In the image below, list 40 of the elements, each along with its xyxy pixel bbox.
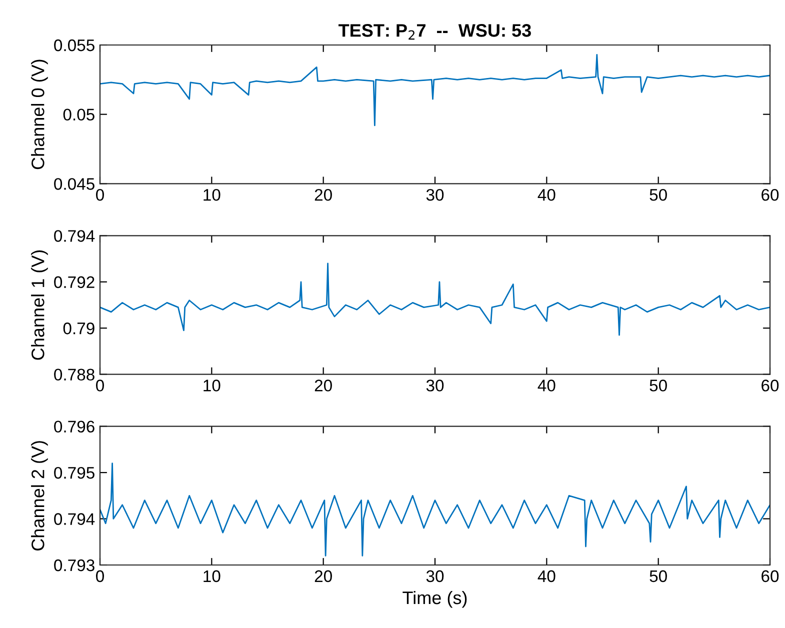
line-series [100,54,770,126]
y-tick-label: 0.055 [54,39,94,52]
x-tick-label: 30 [426,188,444,201]
x-tick-label: 40 [538,380,556,392]
x-tick-label: 60 [762,570,779,582]
x-tick-label: 30 [426,380,444,392]
chart-title: TEST: P$_{2}$7 -- WSU: 53 [338,24,531,40]
y-tick-label: 0.793 [54,559,94,572]
y-tick-label: 0.79 [63,322,94,334]
x-tick-label: 50 [650,188,667,201]
x-tick-label: 10 [204,570,220,582]
line-series [100,262,770,336]
x-tick-label: 30 [426,570,444,582]
y-tick-label: 0.794 [54,230,95,242]
y-tick-label: 0.792 [54,276,94,288]
x-tick-label: 10 [204,188,220,201]
y-tick-label: 0.05 [63,108,94,121]
y-tick-label: 0.788 [54,368,94,381]
x-tick-label: 20 [314,380,332,392]
y-tick-label: 0.796 [54,420,94,433]
x-tick-label: 50 [650,570,667,582]
x-tick-label: 50 [650,380,667,392]
x-tick-label: 20 [314,570,332,582]
y-tick-label: 0.794 [54,513,95,525]
y-tick-label: 0.045 [54,178,94,190]
x-tick-label: 40 [538,188,556,201]
line-series [100,462,770,556]
x-tick-label: 20 [314,188,332,201]
x-tick-label: 60 [762,380,779,392]
y-axis-title: Channel 1 (V) [31,250,48,360]
y-axis-title: Channel 0 (V) [31,60,48,170]
y-tick-label: 0.795 [54,466,94,479]
x-tick-label: 40 [538,570,556,582]
y-axis-title: Channel 2 (V) [31,441,48,550]
x-tick-label: 60 [762,188,779,201]
x-tick-label: 0 [96,570,104,582]
x-tick-label: 0 [96,380,104,392]
x-axis-title: Time (s) [402,590,467,608]
x-tick-label: 0 [96,188,104,201]
x-tick-label: 10 [204,380,220,392]
